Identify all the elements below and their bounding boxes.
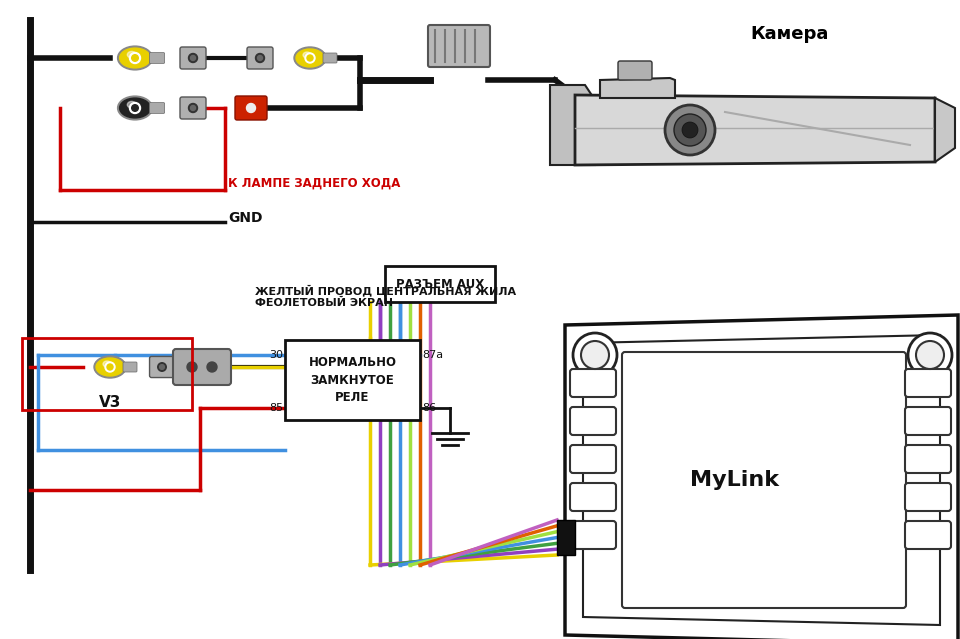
Ellipse shape — [247, 104, 255, 112]
FancyBboxPatch shape — [905, 407, 951, 435]
Ellipse shape — [120, 98, 151, 118]
Text: ФЕОЛЕТОВЫЙ ЭКРАН: ФЕОЛЕТОВЫЙ ЭКРАН — [255, 298, 393, 308]
Polygon shape — [935, 98, 955, 162]
FancyBboxPatch shape — [622, 352, 906, 608]
Ellipse shape — [307, 55, 313, 61]
Ellipse shape — [118, 46, 153, 70]
Ellipse shape — [118, 96, 153, 120]
FancyBboxPatch shape — [285, 340, 420, 420]
Text: НОРМАЛЬНО: НОРМАЛЬНО — [308, 356, 396, 369]
Ellipse shape — [159, 365, 164, 369]
Ellipse shape — [305, 53, 315, 63]
Ellipse shape — [190, 56, 196, 61]
FancyBboxPatch shape — [180, 97, 206, 119]
Text: РЕЛЕ: РЕЛЕ — [335, 391, 370, 404]
FancyBboxPatch shape — [570, 407, 616, 435]
Ellipse shape — [257, 56, 262, 61]
Ellipse shape — [130, 52, 140, 63]
FancyBboxPatch shape — [905, 445, 951, 473]
FancyBboxPatch shape — [173, 349, 231, 385]
FancyBboxPatch shape — [905, 369, 951, 397]
Ellipse shape — [132, 105, 138, 111]
Ellipse shape — [130, 102, 140, 114]
Ellipse shape — [207, 362, 217, 372]
FancyBboxPatch shape — [557, 520, 575, 555]
Circle shape — [674, 114, 706, 146]
Polygon shape — [565, 315, 958, 639]
FancyBboxPatch shape — [570, 483, 616, 511]
FancyBboxPatch shape — [618, 61, 652, 80]
FancyBboxPatch shape — [323, 53, 337, 63]
Polygon shape — [583, 335, 940, 625]
FancyBboxPatch shape — [123, 362, 137, 372]
FancyBboxPatch shape — [905, 483, 951, 511]
FancyBboxPatch shape — [570, 521, 616, 549]
Ellipse shape — [190, 105, 196, 111]
Polygon shape — [550, 85, 595, 165]
Ellipse shape — [107, 364, 113, 370]
Ellipse shape — [255, 54, 265, 63]
Ellipse shape — [128, 51, 136, 58]
Text: К ЛАМПЕ ЗАДНЕГО ХОДА: К ЛАМПЕ ЗАДНЕГО ХОДА — [228, 176, 400, 190]
Text: РАЗЪЕМ AUX: РАЗЪЕМ AUX — [396, 277, 484, 291]
Text: ЖЕЛТЫЙ ПРОВОД ЦЕНТРАЛЬНАЯ ЖИЛА: ЖЕЛТЫЙ ПРОВОД ЦЕНТРАЛЬНАЯ ЖИЛА — [255, 285, 516, 296]
Circle shape — [665, 105, 715, 155]
Ellipse shape — [294, 47, 326, 69]
FancyBboxPatch shape — [428, 25, 490, 67]
Ellipse shape — [132, 55, 138, 61]
Text: 86: 86 — [422, 403, 436, 413]
Ellipse shape — [96, 358, 124, 376]
Ellipse shape — [188, 104, 198, 112]
Ellipse shape — [94, 356, 126, 378]
FancyBboxPatch shape — [235, 96, 267, 120]
Circle shape — [573, 333, 617, 377]
Text: V3: V3 — [99, 395, 121, 410]
FancyBboxPatch shape — [905, 521, 951, 549]
Ellipse shape — [157, 363, 166, 371]
Polygon shape — [600, 78, 675, 98]
Text: 85: 85 — [269, 403, 283, 413]
FancyBboxPatch shape — [570, 445, 616, 473]
FancyBboxPatch shape — [570, 369, 616, 397]
Circle shape — [916, 341, 944, 369]
Text: ЗАМКНУТОЕ: ЗАМКНУТОЕ — [311, 374, 395, 387]
FancyBboxPatch shape — [150, 52, 164, 63]
FancyBboxPatch shape — [385, 266, 495, 302]
Text: 30: 30 — [269, 350, 283, 360]
FancyBboxPatch shape — [150, 103, 164, 113]
Text: GND: GND — [228, 211, 262, 225]
FancyBboxPatch shape — [150, 357, 175, 378]
Circle shape — [581, 341, 609, 369]
Ellipse shape — [128, 102, 136, 108]
Ellipse shape — [187, 362, 197, 372]
Ellipse shape — [303, 52, 311, 58]
Polygon shape — [575, 95, 935, 165]
Ellipse shape — [103, 361, 111, 367]
Ellipse shape — [105, 362, 115, 372]
Text: Камера: Камера — [751, 25, 829, 43]
Text: MyLink: MyLink — [689, 470, 779, 490]
FancyBboxPatch shape — [180, 47, 206, 69]
Circle shape — [682, 122, 698, 138]
Ellipse shape — [296, 49, 324, 67]
Ellipse shape — [120, 48, 151, 68]
Text: 87a: 87a — [422, 350, 444, 360]
Ellipse shape — [188, 54, 198, 63]
Circle shape — [908, 333, 952, 377]
FancyBboxPatch shape — [247, 47, 273, 69]
